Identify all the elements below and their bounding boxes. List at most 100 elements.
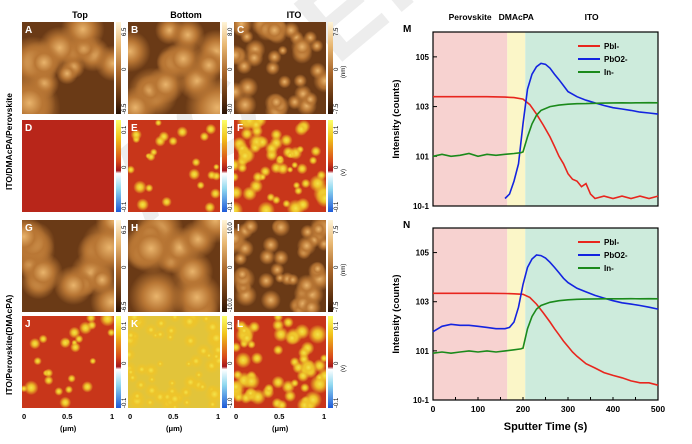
colorbar-e	[222, 120, 227, 212]
colorbar-unit-label: (nm)	[341, 65, 347, 78]
x-tick-label: 0	[431, 404, 436, 414]
afm-panel-i: I	[234, 220, 326, 312]
panel-letter-d: D	[25, 123, 33, 134]
panel-letter-b: B	[131, 25, 139, 36]
afm-panel-c: C	[234, 22, 326, 114]
afm-panel-b: B	[128, 22, 220, 114]
y-tick-label: 10-1	[413, 202, 430, 211]
colorbar-c	[328, 22, 333, 114]
panel-letter-k: K	[131, 319, 139, 330]
x-tick-label: 0	[128, 412, 133, 421]
colorbar-l	[328, 316, 333, 408]
colorbar-max-label: 7.5	[334, 27, 340, 36]
legend-label-2: In-	[604, 68, 614, 77]
colorbar-d	[116, 120, 121, 212]
y-tick-label: 103	[416, 298, 430, 307]
legend-label-2: In-	[604, 264, 614, 273]
x-tick-label: 100	[471, 404, 485, 414]
y-tick-label: 10-1	[413, 396, 430, 405]
column-header-top: Top	[72, 10, 88, 20]
colorbar-unit-label: (v)	[341, 365, 347, 372]
colorbar-i	[328, 220, 333, 312]
x-tick-label: 1	[322, 412, 327, 421]
colorbar-b	[222, 22, 227, 114]
x-unit-label: (μm)	[166, 424, 183, 433]
afm-panel-j: J	[22, 316, 114, 408]
plot-frame	[432, 31, 659, 207]
y-tick-label: 101	[416, 152, 430, 161]
afm-panel-e: E	[128, 120, 220, 212]
x-axis-label: Sputter Time (s)	[504, 421, 588, 433]
afm-panel-f: F	[234, 120, 326, 212]
colorbar-max-label: 0.1	[334, 125, 340, 134]
colorbar-zero-label: 0	[334, 67, 340, 71]
series-line-1	[432, 254, 659, 333]
x-tick-label: 200	[516, 404, 530, 414]
x-tick-label: 0	[234, 412, 239, 421]
afm-panel-g: G	[22, 220, 114, 312]
colorbar-min-label: -7.5	[334, 103, 340, 114]
x-unit-label: (μm)	[60, 424, 77, 433]
colorbar-h	[222, 220, 227, 312]
legend-label-0: PbI-	[604, 42, 619, 51]
colorbar-a	[116, 22, 121, 114]
afm-panel-h: H	[128, 220, 220, 312]
colorbar-min-label: -0.1	[334, 201, 340, 212]
region-2	[525, 32, 658, 206]
panel-letter-j: J	[25, 319, 31, 330]
afm-panel-k: K	[128, 316, 220, 408]
legend-label-1: PbO2-	[604, 251, 628, 260]
region-label: Perovskite	[449, 12, 492, 22]
y-axis-label: Intensity (counts)	[391, 79, 402, 158]
panel-letter: N	[403, 220, 410, 231]
panel-letter-h: H	[131, 223, 139, 234]
panel-letter-l: L	[237, 319, 244, 330]
x-tick-label: 500	[651, 404, 665, 414]
column-header-ito: ITO	[286, 10, 302, 20]
y-tick-label: 101	[416, 347, 430, 356]
legend-label-1: PbO2-	[604, 55, 628, 64]
x-tick-label: 0.5	[168, 412, 179, 421]
region-0	[433, 228, 508, 400]
afm-panel-d: D	[22, 120, 114, 212]
y-axis-label: Intensity (counts)	[391, 274, 402, 353]
colorbar-min-label: -7.5	[334, 301, 340, 312]
panel-letter-e: E	[131, 123, 138, 134]
colorbar-k	[222, 316, 227, 408]
x-unit-label: (μm)	[272, 424, 289, 433]
region-label: DMAcPA	[499, 12, 534, 22]
colorbar-zero-label: 0	[334, 165, 340, 169]
x-tick-label: 0.5	[62, 412, 73, 421]
afm-panel-a: A	[22, 22, 114, 114]
region-label: ITO	[585, 12, 599, 22]
tof-sims-charts: Perovskite DMAcPA ITO M 10-1 101 103 105 Intensi…	[391, 12, 665, 433]
colorbar-zero-label: 0	[334, 265, 340, 269]
colorbar-zero-label: 0	[334, 361, 340, 365]
colorbar-max-label: 7.5	[334, 225, 340, 234]
colorbar-f	[328, 120, 333, 212]
colorbar-unit-label: (v)	[341, 169, 347, 176]
series-line-0	[433, 292, 659, 386]
panel-letter-i: I	[237, 223, 240, 234]
region-1	[507, 32, 526, 206]
x-tick-label: 0.5	[274, 412, 285, 421]
region-0	[433, 32, 508, 206]
y-tick-label: 103	[416, 103, 430, 112]
panel-letter-f: F	[237, 123, 244, 134]
colorbar-j	[116, 316, 121, 408]
x-tick-label: 0	[22, 412, 27, 421]
x-tick-label: 1	[110, 412, 115, 421]
panel-letter-c: C	[237, 25, 245, 36]
colorbar-min-label: -0.1	[334, 397, 340, 408]
y-tick-label: 105	[416, 53, 430, 62]
series-line-2	[432, 297, 659, 355]
panel-letter-a: A	[25, 25, 33, 36]
legend-label-0: PbI-	[604, 238, 619, 247]
series-line-2	[432, 101, 659, 158]
x-tick-label: 300	[561, 404, 575, 414]
colorbar-g	[116, 220, 121, 312]
panel-letter: M	[403, 24, 411, 35]
series-line-0	[433, 95, 659, 200]
colorbar-unit-label: (nm)	[341, 263, 347, 276]
x-tick-label: 1	[216, 412, 221, 421]
